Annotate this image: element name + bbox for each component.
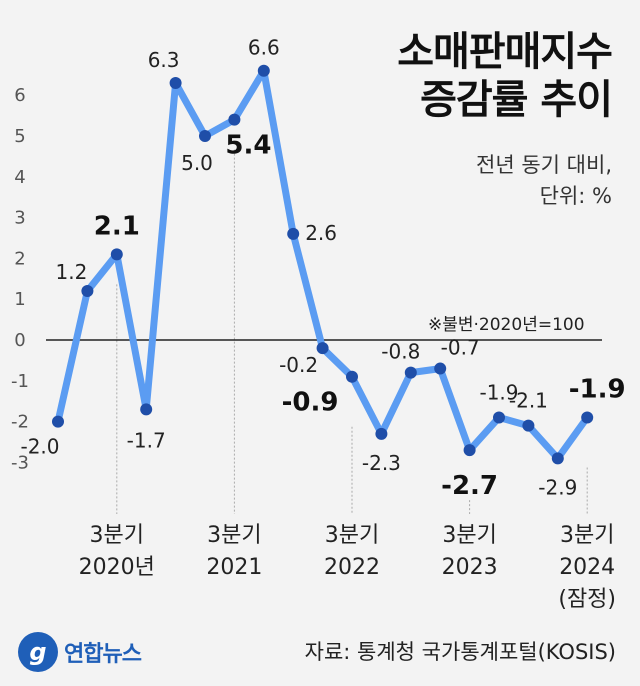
data-label: -0.2 <box>279 353 318 377</box>
data-label: -2.0 <box>20 435 59 459</box>
y-tick-label: 4 <box>14 167 25 188</box>
data-point <box>551 452 564 465</box>
publisher-name: 연합뉴스 <box>64 642 142 667</box>
data-point <box>228 113 241 126</box>
data-label: -0.9 <box>282 388 339 418</box>
x-tick-label: 3분기 <box>442 523 496 548</box>
y-tick-label: -1 <box>11 371 29 392</box>
data-point <box>434 362 447 375</box>
y-tick-label: -2 <box>11 412 29 433</box>
data-label: -1.9 <box>479 381 518 405</box>
base-year-note: ※불변·2020년=100 <box>428 315 585 335</box>
y-tick-label: 3 <box>14 208 25 229</box>
chart-title: 소매판매지수 증감률 추이 <box>397 28 613 124</box>
data-label: -0.7 <box>441 336 480 360</box>
data-label: -1.9 <box>569 375 626 405</box>
x-tick-label: 2020년 <box>79 555 155 580</box>
data-point <box>287 227 300 240</box>
data-label: 5.0 <box>181 151 213 175</box>
y-tick-label: 2 <box>14 248 25 269</box>
data-point <box>522 419 535 432</box>
data-label: 6.3 <box>148 48 180 72</box>
data-point <box>140 403 153 416</box>
data-label: -2.9 <box>538 475 577 499</box>
x-tick-label: 3분기 <box>560 523 614 548</box>
chart-title-line-2: 증감률 추이 <box>420 77 613 123</box>
data-label: 1.2 <box>55 260 87 284</box>
y-tick-label: 0 <box>14 330 25 351</box>
x-tick-label: 2022 <box>324 555 380 580</box>
data-label: 2.6 <box>305 221 337 245</box>
data-point <box>404 366 417 379</box>
chart-title-line-1: 소매판매지수 <box>397 29 613 75</box>
data-label: -0.8 <box>381 340 420 364</box>
data-label: -2.7 <box>441 471 498 501</box>
data-point <box>375 427 388 440</box>
y-tick-label: 1 <box>14 289 25 310</box>
data-point <box>52 415 64 428</box>
data-point <box>346 370 358 383</box>
data-point <box>169 76 182 89</box>
x-tick-label: (잠정) <box>558 587 616 612</box>
data-point <box>257 64 270 77</box>
yonhap-logo-icon: g <box>18 632 58 672</box>
x-tick-label: 2023 <box>442 555 498 580</box>
data-point <box>81 285 94 298</box>
subtitle-line-1: 전년 동기 대비, <box>476 153 612 177</box>
x-tick-label: 3분기 <box>207 523 261 548</box>
data-label: 6.6 <box>248 36 280 60</box>
data-label: -2.1 <box>509 389 548 413</box>
chart-subtitle: 전년 동기 대비, 단위: % <box>476 150 612 212</box>
data-point <box>199 130 211 142</box>
data-point <box>316 342 329 355</box>
data-label: 2.1 <box>94 211 140 241</box>
data-label: 5.4 <box>225 131 271 161</box>
data-point <box>110 248 123 261</box>
source-credit: 자료: 통계청 국가통계포털(KOSIS) <box>304 640 616 664</box>
x-tick-label: 2021 <box>206 555 262 580</box>
x-tick-label: 2024 <box>559 555 615 580</box>
data-point <box>493 411 505 424</box>
data-point <box>463 444 476 457</box>
subtitle-line-2: 단위: % <box>539 184 612 208</box>
data-point <box>581 411 594 424</box>
y-tick-label: 5 <box>14 126 25 147</box>
y-tick-label: -3 <box>11 452 29 473</box>
y-tick-label: 6 <box>14 85 25 106</box>
data-label: -1.7 <box>127 428 166 452</box>
x-tick-label: 3분기 <box>90 523 144 548</box>
publisher-logo: g 연합뉴스 <box>18 632 142 672</box>
data-label: -2.3 <box>362 451 401 475</box>
x-tick-label: 3분기 <box>325 523 379 548</box>
